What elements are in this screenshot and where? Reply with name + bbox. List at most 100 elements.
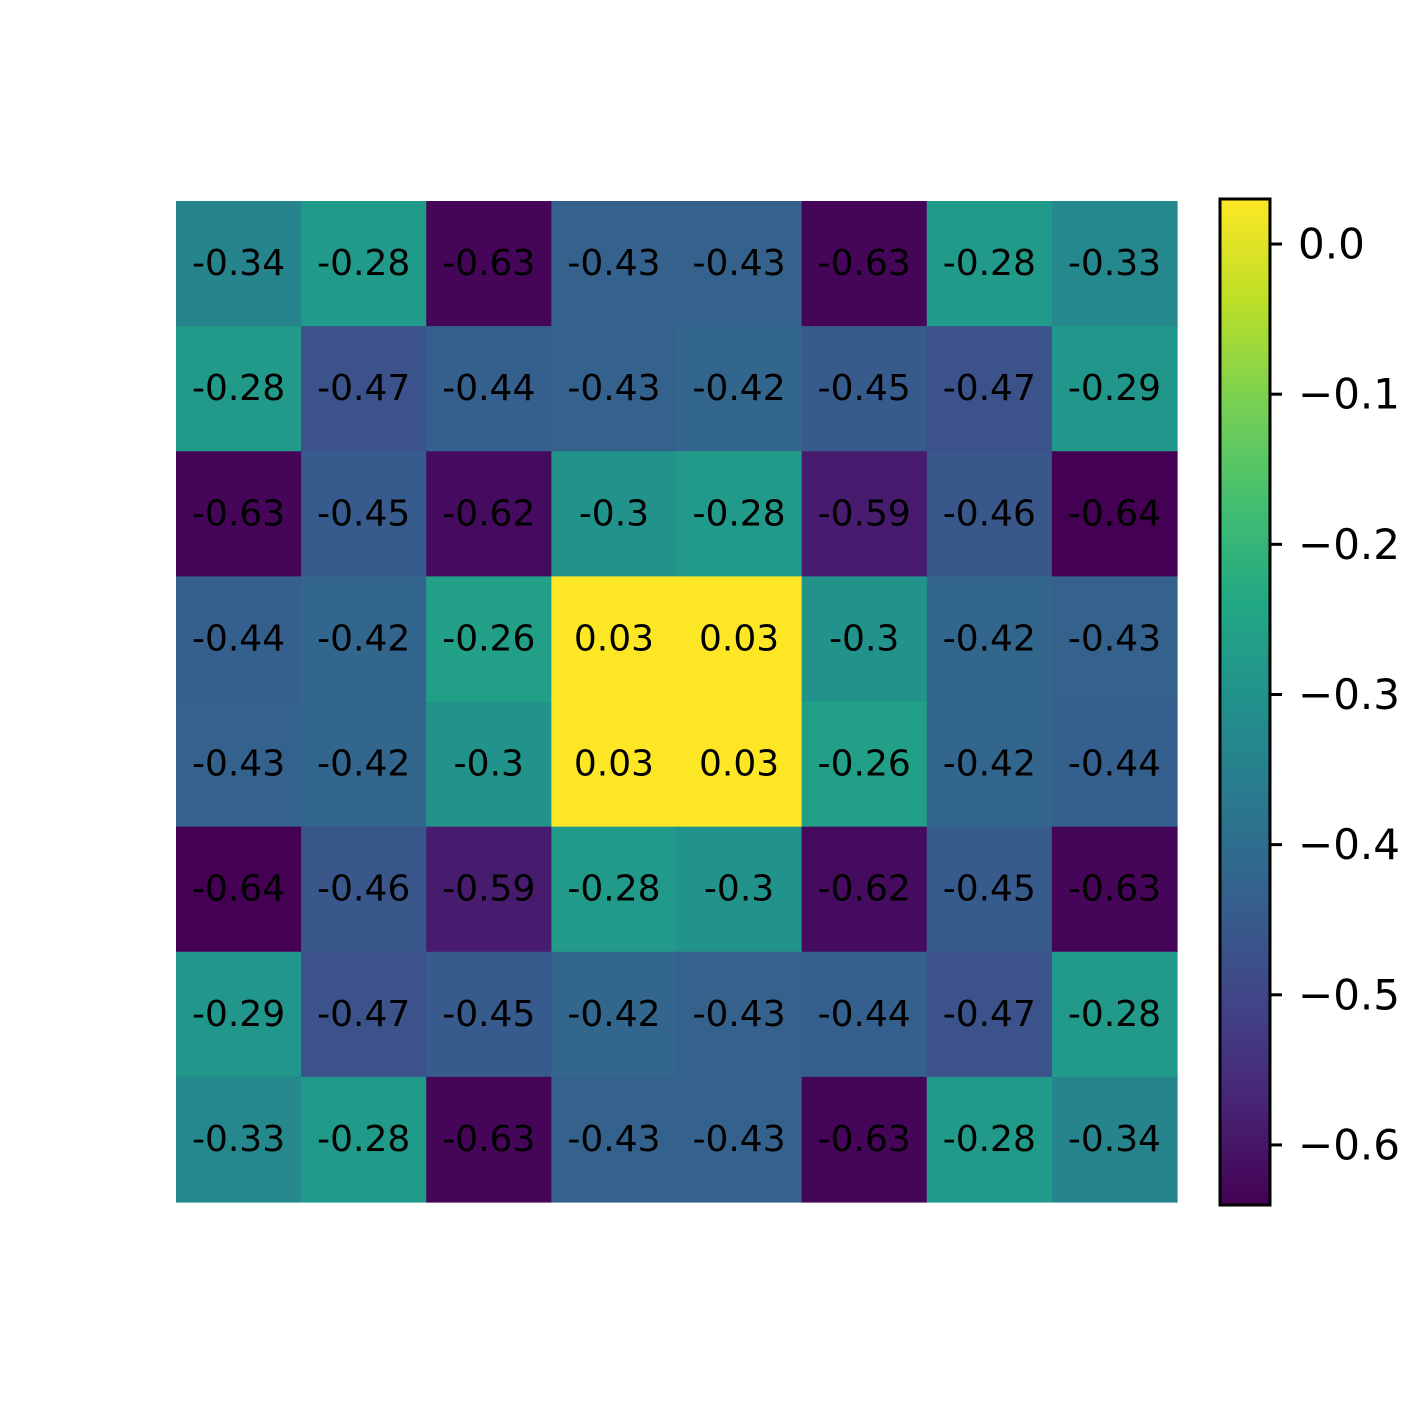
heatmap-cell [926, 951, 1053, 1078]
cell-value-label: -0.34 [192, 243, 285, 284]
cell-value-label: -0.34 [1068, 1119, 1161, 1160]
cell-value-label: -0.47 [943, 994, 1036, 1035]
heatmap-cell [801, 201, 928, 327]
cell-value-label: -0.28 [1068, 994, 1161, 1035]
cell-value-label: -0.64 [192, 869, 285, 910]
heatmap-cell [801, 826, 928, 953]
cell-value-label: -0.28 [943, 1119, 1036, 1160]
heatmap-cell [426, 826, 552, 953]
colorbar: 0.0 −0.1 −0.2 −0.3 −0.4 −0.5 −0.6 [1218, 197, 1400, 1207]
colorbar-ticks: 0.0 −0.1 −0.2 −0.3 −0.4 −0.5 −0.6 [1270, 220, 1400, 1169]
heatmap-cell [801, 576, 928, 703]
heatmap-cell [551, 826, 678, 953]
heatmap-cell [176, 201, 302, 327]
cell-value-label: -0.43 [567, 368, 660, 409]
cell-value-label: -0.63 [818, 1119, 911, 1160]
cell-value-label: -0.33 [1068, 243, 1161, 284]
heatmap-cell [176, 451, 302, 577]
colorbar-tick-label: −0.4 [1298, 820, 1400, 869]
cell-value-label: -0.62 [442, 493, 535, 534]
heatmap-cell [426, 201, 552, 327]
heatmap-cell [926, 326, 1053, 452]
cell-value-label: -0.44 [192, 618, 285, 659]
cell-value-label: -0.3 [454, 744, 524, 785]
cell-value-label: -0.28 [317, 1119, 410, 1160]
cell-value-label: -0.63 [1068, 869, 1161, 910]
cell-value-label: -0.29 [1068, 368, 1161, 409]
heatmap-cell [1051, 1076, 1178, 1203]
heatmap-cell [676, 326, 803, 452]
heatmap-cell [926, 826, 1053, 953]
cell-value-label: -0.47 [943, 368, 1036, 409]
cell-value-label: -0.26 [442, 618, 535, 659]
heatmap-cell [1051, 826, 1178, 953]
heatmap-cell [301, 1076, 427, 1203]
heatmap-cell [676, 451, 803, 577]
cell-value-label: 0.03 [699, 744, 779, 785]
colorbar-tick-label: −0.6 [1298, 1120, 1400, 1169]
heatmap-cell [301, 951, 427, 1078]
cell-value-label: -0.3 [704, 869, 774, 910]
cell-value-label: -0.3 [829, 618, 899, 659]
heatmap-cell [676, 701, 803, 828]
heatmap-cell [551, 326, 678, 452]
cell-value-label: -0.42 [317, 744, 410, 785]
heatmap-cell [176, 326, 302, 452]
cell-value-label: -0.63 [442, 243, 535, 284]
heatmap-cell [551, 201, 678, 327]
cell-value-label: -0.43 [192, 744, 285, 785]
heatmap-cell [926, 1076, 1053, 1203]
cell-value-label: -0.45 [818, 368, 911, 409]
cell-value-label: -0.29 [192, 994, 285, 1035]
colorbar-tick-label: −0.1 [1298, 370, 1400, 419]
heatmap-cell [176, 1076, 302, 1203]
heatmap-cell [426, 1076, 552, 1203]
heatmap-cell [551, 1076, 678, 1203]
cell-value-label: -0.44 [442, 368, 535, 409]
heatmap-cell [676, 1076, 803, 1203]
colorbar-tick-label: −0.2 [1298, 520, 1400, 569]
colorbar-tick-label: −0.5 [1298, 970, 1400, 1019]
heatmap-cell [926, 451, 1053, 577]
cell-value-label: 0.03 [574, 744, 654, 785]
cell-value-label: -0.42 [317, 618, 410, 659]
heatmap-cell [426, 576, 552, 703]
cell-value-label: -0.45 [442, 994, 535, 1035]
heatmap-cell [301, 451, 427, 577]
cell-value-label: -0.43 [692, 1119, 785, 1160]
heatmap-cell [301, 701, 427, 828]
heatmap-cell [801, 701, 928, 828]
heatmap-cell [801, 326, 928, 452]
heatmap-cell [801, 951, 928, 1078]
colorbar-tick-label: 0.0 [1298, 220, 1365, 269]
heatmap-cell [301, 201, 427, 327]
cell-value-label: -0.42 [943, 744, 1036, 785]
heatmap-cell [801, 1076, 928, 1203]
cell-value-label: -0.47 [317, 368, 410, 409]
cell-value-label: 0.03 [699, 618, 779, 659]
cell-value-label: -0.46 [943, 493, 1036, 534]
cell-value-label: -0.43 [692, 994, 785, 1035]
heatmap-cell [676, 951, 803, 1078]
cell-value-label: -0.62 [818, 869, 911, 910]
heatmap-cell [426, 451, 552, 577]
cell-value-label: -0.63 [442, 1119, 535, 1160]
heatmap-cell [176, 576, 302, 703]
colorbar-tick-label: −0.3 [1298, 670, 1400, 719]
cell-value-label: -0.63 [818, 243, 911, 284]
cell-value-label: -0.42 [692, 368, 785, 409]
cell-value-label: -0.63 [192, 493, 285, 534]
cell-value-label: -0.43 [1068, 618, 1161, 659]
cell-value-label: -0.28 [943, 243, 1036, 284]
heatmap-cell [176, 826, 302, 953]
cell-value-label: -0.28 [567, 869, 660, 910]
heatmap-cell [426, 951, 552, 1078]
cell-value-label: -0.45 [943, 869, 1036, 910]
heatmap-cell [926, 576, 1053, 703]
heatmap-cell [301, 576, 427, 703]
cell-value-label: -0.47 [317, 994, 410, 1035]
heatmap-cell [551, 451, 678, 577]
cell-value-label: -0.28 [317, 243, 410, 284]
heatmap-cell [676, 576, 803, 703]
heatmap-cell [176, 701, 302, 828]
